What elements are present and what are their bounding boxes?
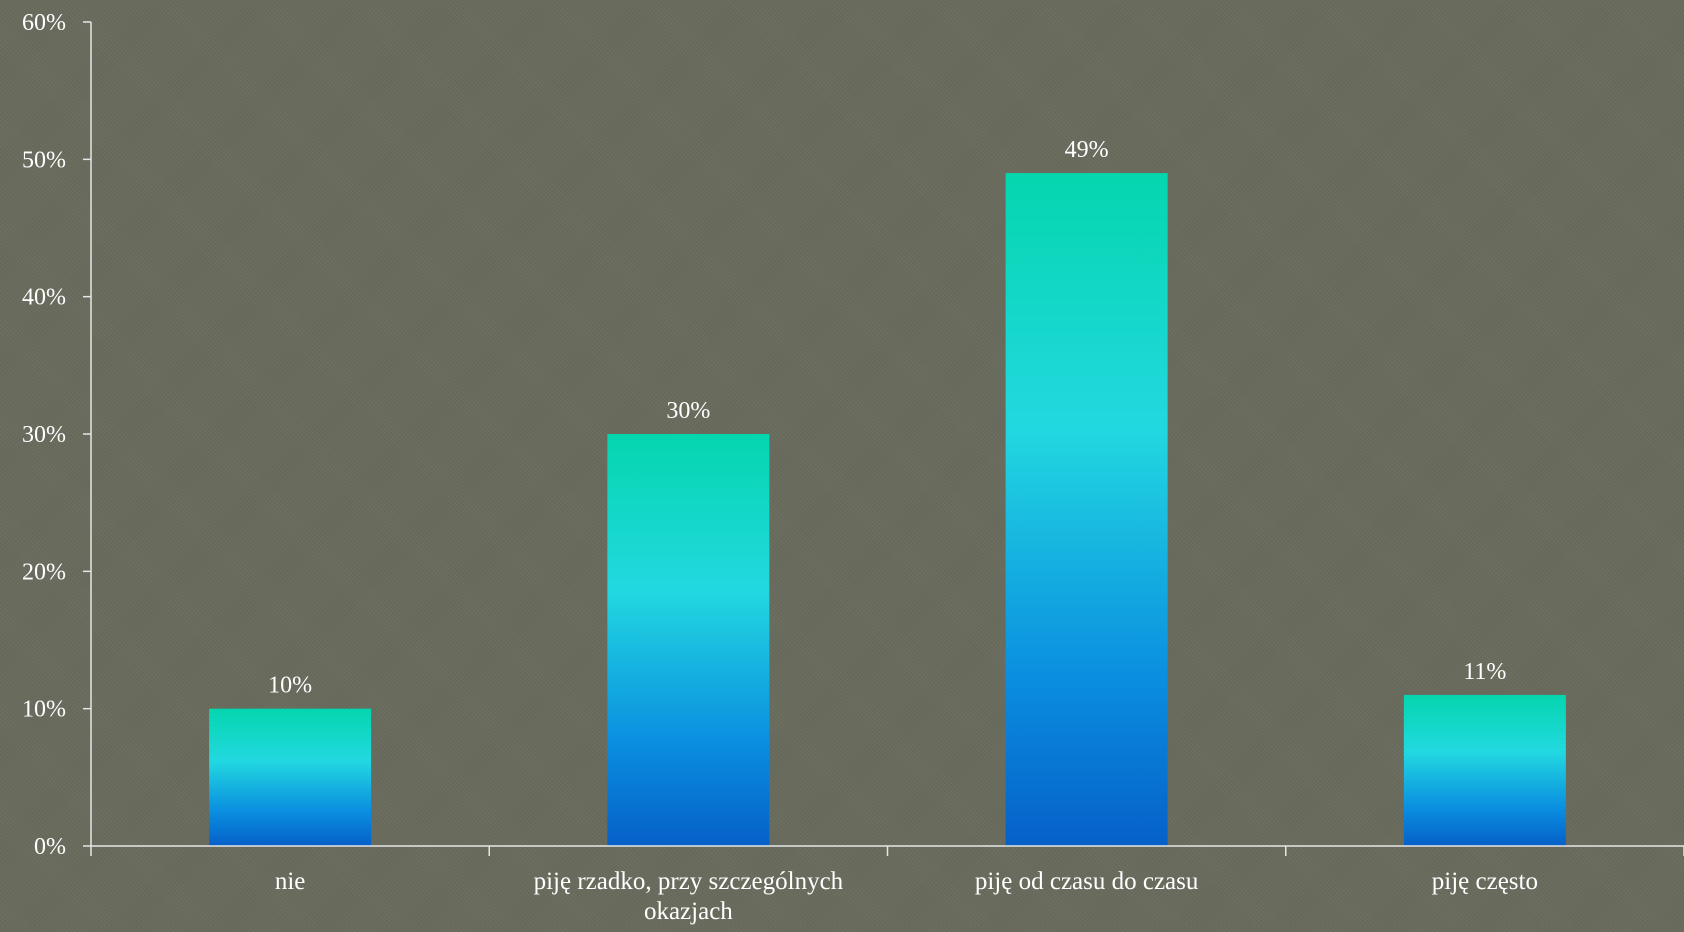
data-label: 49% <box>1065 137 1109 163</box>
labels-layer: 0% 10% 20% 30% 40% 50% 60% 10% nie 30% piję rzadko… <box>22 10 1538 925</box>
y-tick-label: 50% <box>22 147 66 173</box>
axes <box>83 21 1684 856</box>
category-label: piję często <box>1432 868 1538 895</box>
bar <box>1005 173 1168 847</box>
y-tick-label: 20% <box>22 559 66 585</box>
y-tick-label: 30% <box>22 422 66 448</box>
y-tick-label: 0% <box>34 834 66 860</box>
y-tick-label: 60% <box>22 10 66 36</box>
y-tick-label: 10% <box>22 697 66 723</box>
category-label: piję od czasu do czasu <box>975 868 1199 895</box>
bar <box>1403 694 1566 846</box>
category-label: nie <box>275 868 306 895</box>
bar <box>209 708 372 846</box>
bars-layer <box>209 173 1566 847</box>
data-label: 10% <box>268 673 312 699</box>
data-label: 11% <box>1463 659 1506 685</box>
y-tick-label: 40% <box>22 285 66 311</box>
category-label: okazjach <box>644 898 733 925</box>
bar <box>607 434 770 846</box>
category-label: piję rzadko, przy szczególnych <box>534 868 844 895</box>
data-label: 30% <box>666 398 710 424</box>
